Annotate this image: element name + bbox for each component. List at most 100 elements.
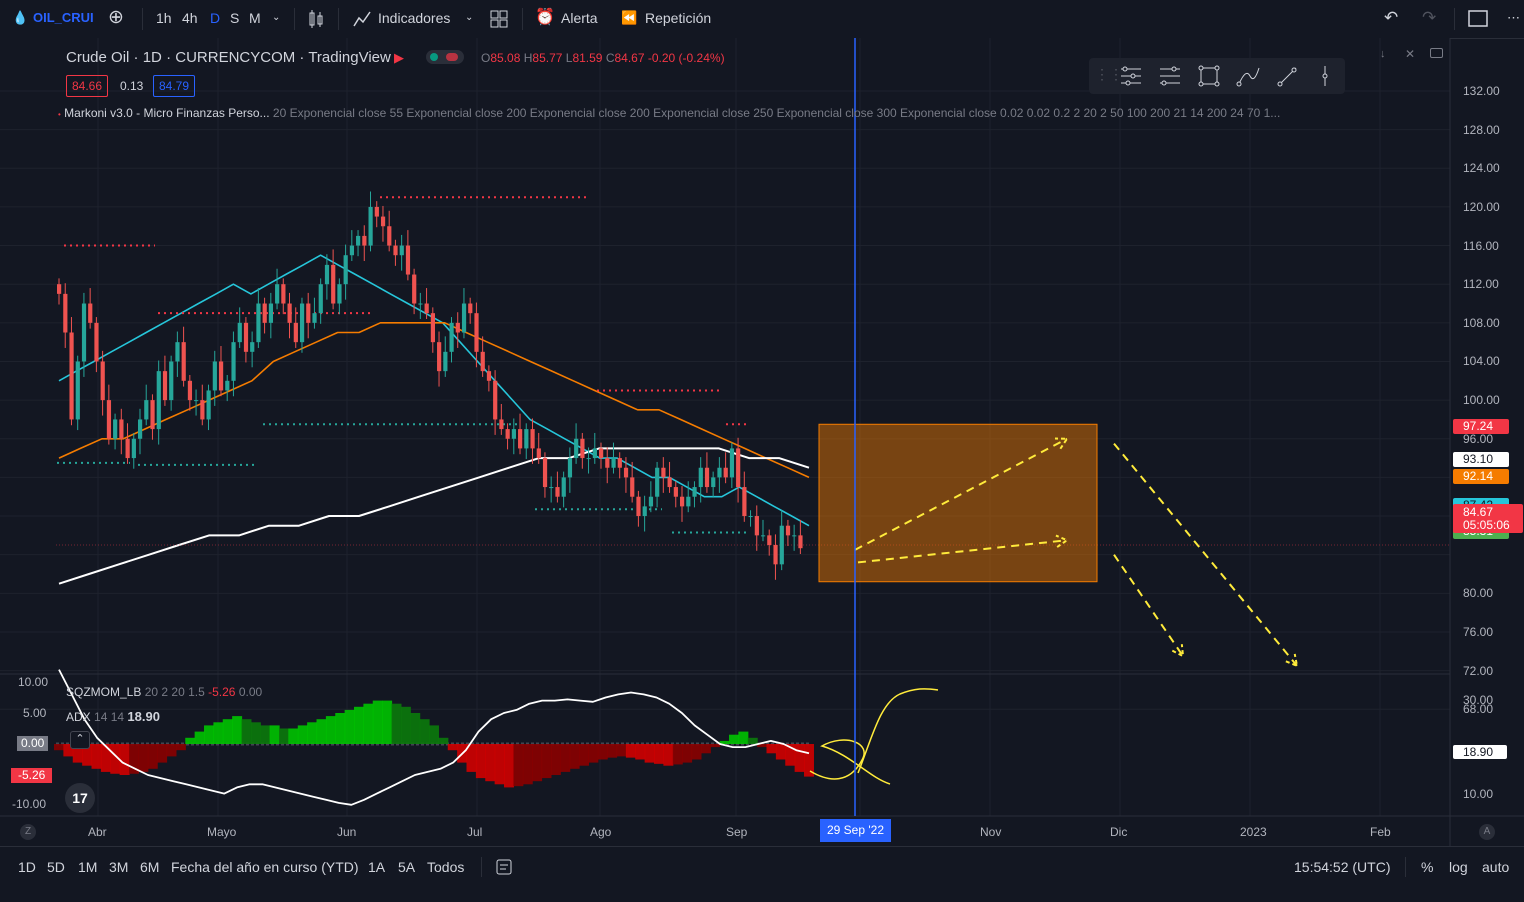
momentum-bar xyxy=(307,722,318,744)
indicators-button[interactable]: Indicadores xyxy=(378,10,451,26)
squeeze-momentum-pane xyxy=(54,669,939,806)
range-5d[interactable]: 5D xyxy=(47,859,65,875)
momentum-bar xyxy=(391,703,402,744)
price-tick: 128.00 xyxy=(1463,122,1500,137)
momentum-bar xyxy=(691,744,702,760)
range-ytd[interactable]: Fecha del año en curso (YTD) xyxy=(171,859,359,875)
chevron-down-icon[interactable]: ⌄ xyxy=(272,12,281,23)
range-1y[interactable]: 1A xyxy=(368,859,386,875)
candle-body xyxy=(306,303,311,323)
candle-body xyxy=(281,284,286,304)
candles-icon[interactable] xyxy=(307,0,325,38)
candle-body xyxy=(169,361,174,401)
momentum-bar xyxy=(775,744,786,760)
momentum-bar xyxy=(447,744,458,751)
rectangle-tool-icon[interactable] xyxy=(1197,64,1221,88)
candle-body xyxy=(399,245,404,256)
bar-countdown: 05:05:06 xyxy=(1463,518,1510,532)
trend-line-icon[interactable] xyxy=(1276,64,1300,88)
bid-badge[interactable]: 84.66 xyxy=(66,75,109,97)
collapse-legend-button[interactable]: ⌃ xyxy=(70,731,90,749)
momentum-bar xyxy=(297,725,308,744)
replay-icon[interactable]: ⏪ xyxy=(621,10,638,25)
projection-drawing[interactable] xyxy=(818,423,1299,668)
price-chart[interactable] xyxy=(0,38,1524,846)
interval-4h[interactable]: 4h xyxy=(182,10,198,26)
auto-scale-toggle[interactable]: auto xyxy=(1482,859,1510,875)
candle-body xyxy=(212,361,217,391)
momentum-bar xyxy=(382,700,393,744)
interval-s[interactable]: S xyxy=(230,10,240,26)
momentum-bar xyxy=(569,744,580,769)
candle-body xyxy=(686,496,691,507)
adx-params: 14 14 xyxy=(94,710,125,724)
top-toolbar: 💧 OIL_CRUI ⊕ 1h 4h D S M ⌄ Indicadores ⌄… xyxy=(0,0,1524,39)
time-tick: Feb xyxy=(1370,825,1391,839)
range-1d[interactable]: 1D xyxy=(18,859,36,875)
add-symbol-icon[interactable]: ⊕ xyxy=(108,7,124,28)
percent-scale-toggle[interactable]: % xyxy=(1421,859,1434,875)
symbol-search[interactable]: OIL_CRUI xyxy=(33,10,94,25)
candle-body xyxy=(331,264,336,304)
interval-d[interactable]: D xyxy=(210,10,221,26)
drag-handle-icon[interactable]: ⋮⋮ xyxy=(1095,66,1123,82)
flag-icon[interactable]: ▶ xyxy=(394,50,404,65)
candle-body xyxy=(736,448,741,488)
more-icon[interactable]: ⋯ xyxy=(1507,10,1520,25)
momentum-bar xyxy=(729,734,739,744)
alarm-clock-icon[interactable]: ⏰ xyxy=(535,9,555,26)
candle-body xyxy=(499,419,504,430)
candle-body xyxy=(349,245,355,256)
replay-button[interactable]: Repetición xyxy=(645,10,712,26)
momentum-bar xyxy=(663,744,674,766)
undo-icon[interactable]: ↶ xyxy=(1384,8,1399,27)
collapse-icon[interactable]: ✕ xyxy=(1405,47,1416,61)
ask-badge[interactable]: 84.79 xyxy=(153,75,196,97)
candle-body xyxy=(137,419,143,439)
range-1m[interactable]: 1M xyxy=(78,859,98,875)
candle-body xyxy=(592,448,597,459)
range-6m[interactable]: 6M xyxy=(140,859,160,875)
toolbar-divider xyxy=(1454,8,1455,30)
clock-timezone[interactable]: 15:54:52 (UTC) xyxy=(1294,859,1391,875)
arrow-head-icon xyxy=(1171,644,1185,658)
indicators-icon[interactable] xyxy=(352,0,372,38)
redo-icon[interactable]: ↷ xyxy=(1422,8,1437,27)
brush-tool-icon[interactable] xyxy=(1236,64,1262,88)
fib-levels-icon[interactable] xyxy=(1119,65,1143,87)
chart-area[interactable]: Crude Oil · 1D · CURRENCYCOM · TradingVi… xyxy=(0,38,1524,846)
channel-tool-icon[interactable] xyxy=(1158,65,1182,87)
z-zoom-icon[interactable]: Z xyxy=(20,824,36,840)
price-tick: 72.00 xyxy=(1463,663,1494,678)
layout-grid-icon[interactable] xyxy=(490,0,508,38)
candle-body xyxy=(343,255,348,285)
maximize-pane-icon[interactable] xyxy=(1430,48,1443,58)
last-price-value: 84.67 xyxy=(1463,505,1494,519)
auto-scale-icon[interactable]: A xyxy=(1479,824,1495,840)
osc-tick-neg10: -10.00 xyxy=(12,797,47,811)
candle-body xyxy=(580,438,585,459)
interval-1h[interactable]: 1h xyxy=(156,10,172,26)
arrow-down-icon[interactable]: ↓ xyxy=(1380,48,1386,60)
projection-curve xyxy=(809,739,891,785)
range-all[interactable]: Todos xyxy=(427,859,465,875)
range-3m[interactable]: 3M xyxy=(109,859,129,875)
range-5y[interactable]: 5A xyxy=(398,859,416,875)
candle-body xyxy=(337,284,342,304)
candle-body xyxy=(162,371,168,401)
candle-body xyxy=(518,429,523,449)
candle-body xyxy=(299,303,305,343)
osc-tick-5: 5.00 xyxy=(23,706,47,720)
momentum-bar xyxy=(213,722,224,744)
market-status-toggle[interactable] xyxy=(426,50,464,64)
chevron-down-icon[interactable]: ⌄ xyxy=(465,12,474,23)
tradingview-logo[interactable]: 17 xyxy=(65,783,95,813)
alert-button[interactable]: Alerta xyxy=(561,10,598,26)
log-scale-toggle[interactable]: log xyxy=(1449,859,1468,875)
interval-m[interactable]: M xyxy=(249,10,261,26)
vertical-line-icon[interactable] xyxy=(1317,64,1333,88)
price-tick: 104.00 xyxy=(1463,354,1500,369)
date-range-icon[interactable] xyxy=(495,847,513,887)
window-icon[interactable] xyxy=(1468,0,1488,38)
candle-body xyxy=(100,361,105,401)
